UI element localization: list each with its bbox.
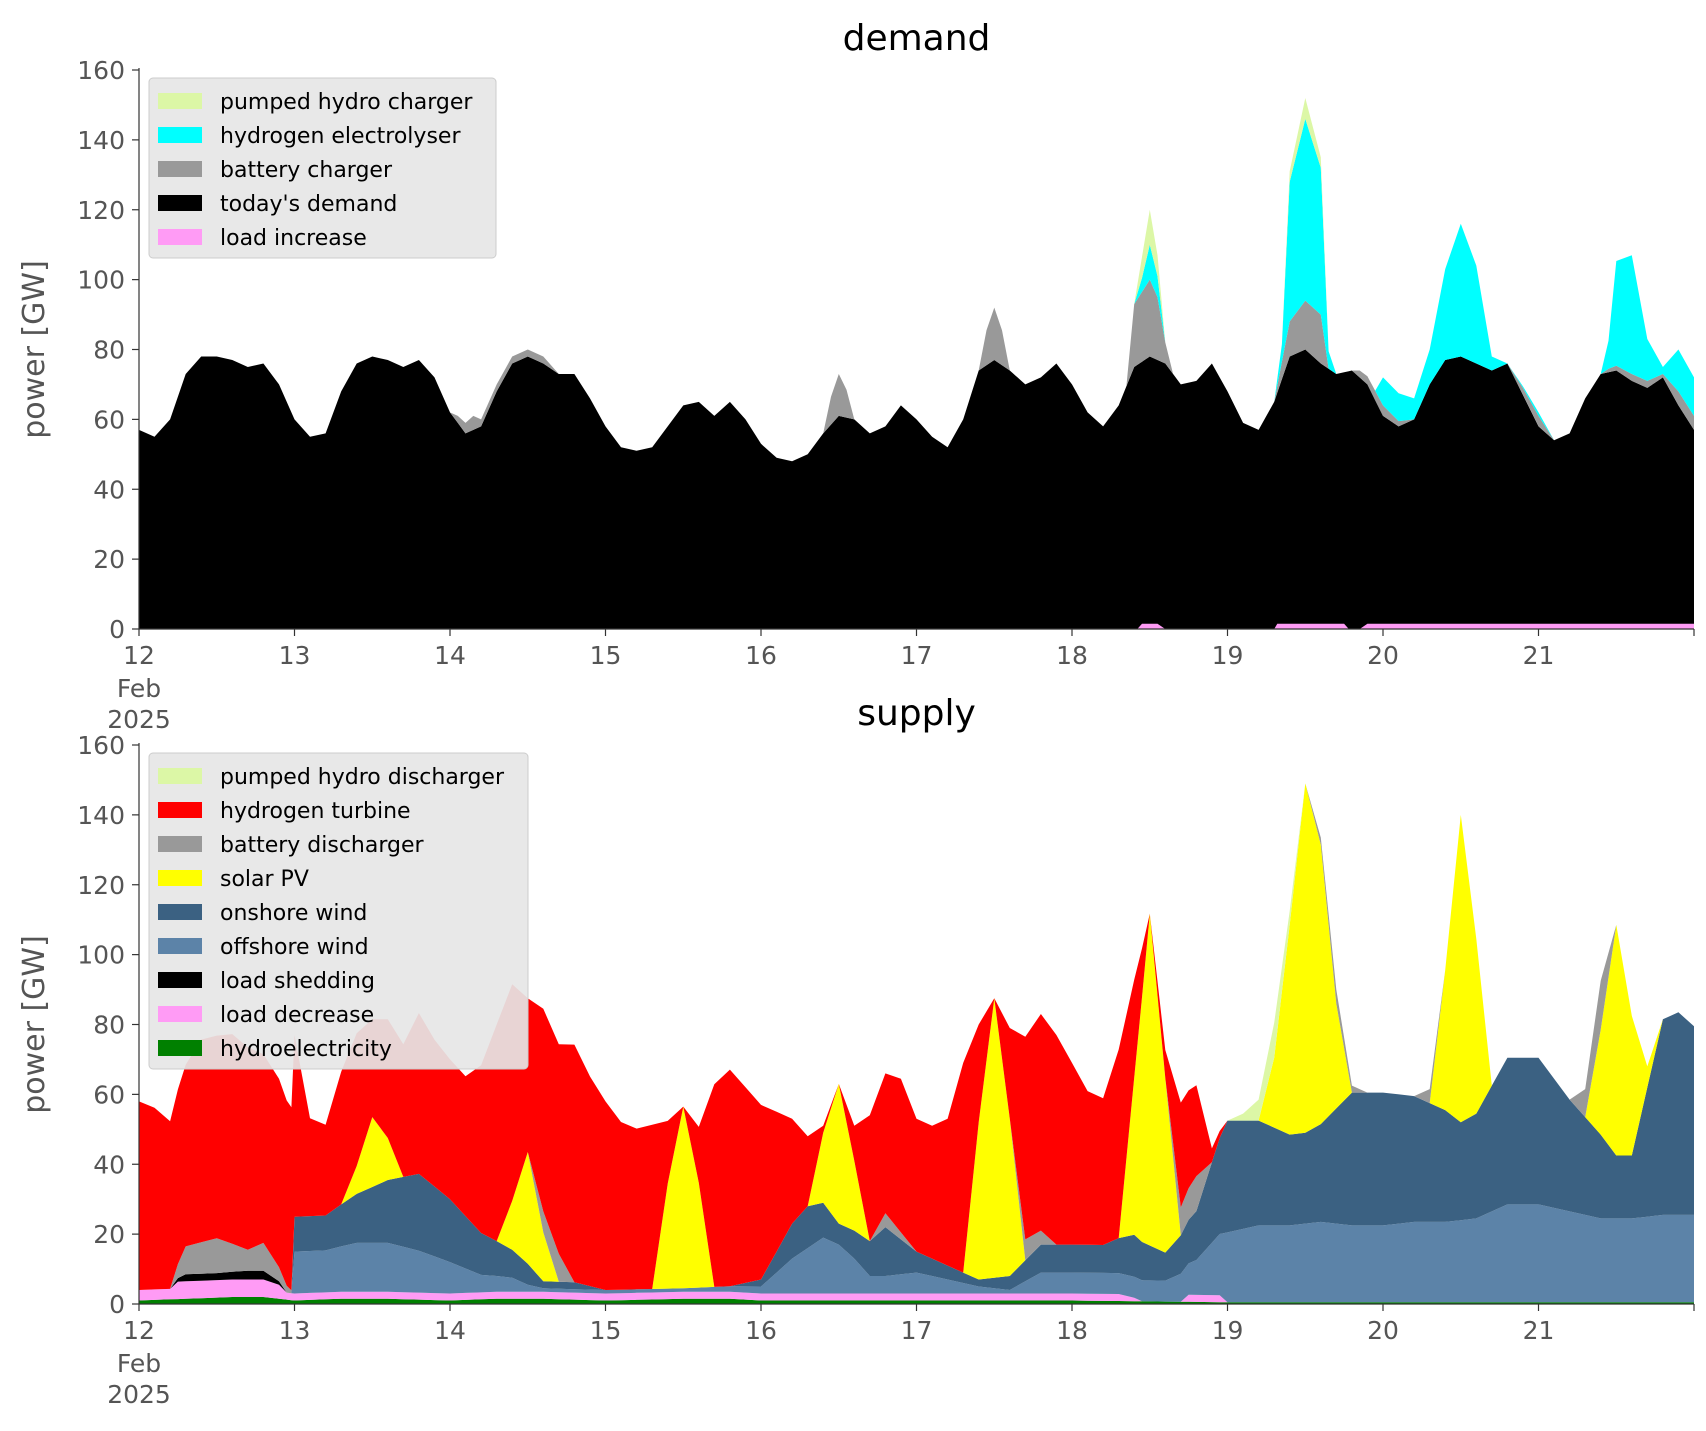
demand-x-tick-label: 18	[1056, 641, 1088, 670]
supply-area-load-decrease	[139, 1279, 1694, 1303]
demand-y-tick-label: 100	[77, 266, 125, 295]
demand-x-tick-label: 20	[1367, 641, 1399, 670]
demand-x-tick-label: 19	[1212, 641, 1244, 670]
demand-y-tick-label: 80	[93, 336, 125, 365]
legend-label-load-increase: load increase	[220, 226, 367, 251]
supply-y-tick-label: 40	[93, 1150, 125, 1179]
demand-chart: demand power [GW] 0 20 40 60 80 100 120 140 160 12 F…	[17, 18, 1695, 734]
supply-title: supply	[857, 693, 976, 734]
supply-x-tick-label: 20	[1367, 1316, 1399, 1345]
demand-area-hydrogen-electrolyser	[139, 118, 1694, 462]
demand-y-tick-label: 40	[93, 475, 125, 504]
legend-label-load-decrease: load decrease	[220, 1003, 374, 1028]
supply-x-tick-label: 15	[590, 1316, 622, 1345]
demand-y-axis-label: power [GW]	[17, 260, 52, 439]
legend-swatch-hydroelectricity	[158, 1040, 202, 1056]
demand-area-today-s-demand	[139, 349, 1694, 629]
supply-area-solar-pv	[139, 783, 1694, 1294]
supply-x-tick-label: 12	[123, 1316, 155, 1345]
supply-y-tick-label: 80	[93, 1011, 125, 1040]
supply-chart: supply power [GW] 0 20 40 60 80 100 120 140 160 12 F…	[17, 693, 1695, 1409]
supply-legend: pumped hydro discharger hydrogen turbine b…	[148, 752, 529, 1070]
legend-label-hydrogen-turbine: hydrogen turbine	[220, 799, 411, 824]
legend-label-offshore-wind: offshore wind	[220, 935, 369, 960]
supply-x-tick-label: 17	[901, 1316, 933, 1345]
supply-y-tick-label: 160	[77, 731, 125, 760]
legend-swatch-load-increase	[158, 229, 202, 245]
supply-y-tick-label: 60	[93, 1080, 125, 1109]
demand-legend: pumped hydro charger hydrogen electrolyse…	[148, 77, 497, 259]
demand-area-battery-charger	[139, 279, 1694, 462]
legend-label-solar-pv: solar PV	[220, 867, 309, 892]
legend-swatch-load-shedding	[158, 972, 202, 988]
legend-swatch-offshore-wind	[158, 938, 202, 954]
legend-swatch-today-s-demand	[158, 195, 202, 211]
supply-x-tick-label: 14	[434, 1316, 466, 1345]
supply-x-tick-label: 19	[1212, 1316, 1244, 1345]
legend-label-battery-discharger: battery discharger	[220, 833, 425, 858]
legend-swatch-battery-discharger	[158, 836, 202, 852]
demand-legend-frame	[148, 77, 497, 259]
demand-x-tick-sublabel-month: Feb	[117, 674, 161, 703]
legend-swatch-pumped-hydro-discharger	[158, 768, 202, 784]
supply-y-tick-label: 20	[93, 1220, 125, 1249]
supply-area-onshore-wind	[139, 1012, 1694, 1294]
legend-label-onshore-wind: onshore wind	[220, 901, 367, 926]
supply-legend-frame	[148, 752, 529, 1070]
legend-swatch-pumped-hydro-charger	[158, 93, 202, 109]
supply-y-tick-label: 120	[77, 871, 125, 900]
demand-x-tick-label: 17	[901, 641, 933, 670]
supply-y-tick-label: 140	[77, 801, 125, 830]
legend-swatch-battery-charger	[158, 161, 202, 177]
supply-x-tick-label: 16	[745, 1316, 777, 1345]
demand-y-tick-label: 120	[77, 196, 125, 225]
supply-y-tick-label: 0	[109, 1290, 125, 1319]
demand-y-tick-label: 160	[77, 56, 125, 85]
demand-title: demand	[843, 18, 991, 59]
supply-y-tick-label: 100	[77, 941, 125, 970]
legend-label-load-shedding: load shedding	[220, 969, 375, 994]
demand-x-tick-label: 12	[123, 641, 155, 670]
demand-x-tick-label: 14	[434, 641, 466, 670]
demand-y-tick-label: 140	[77, 126, 125, 155]
legend-label-today-s-demand: today's demand	[220, 192, 397, 217]
legend-swatch-load-decrease	[158, 1006, 202, 1022]
demand-x-tick-label: 21	[1523, 641, 1555, 670]
legend-label-pumped-hydro-charger: pumped hydro charger	[220, 90, 473, 115]
legend-label-pumped-hydro-discharger: pumped hydro discharger	[220, 765, 505, 790]
legend-label-hydroelectricity: hydroelectricity	[220, 1037, 392, 1062]
legend-swatch-solar-pv	[158, 870, 202, 886]
supply-x-tick-sublabel-month: Feb	[117, 1349, 161, 1378]
supply-x-tick-label: 18	[1056, 1316, 1088, 1345]
demand-x-tick-sublabel-year: 2025	[107, 705, 171, 734]
legend-swatch-onshore-wind	[158, 904, 202, 920]
demand-x-tick-label: 16	[745, 641, 777, 670]
supply-x-tick-label: 13	[279, 1316, 311, 1345]
supply-area-hydrogen-turbine	[139, 783, 1694, 1291]
demand-y-tick-label: 60	[93, 405, 125, 434]
demand-x-tick-label: 15	[590, 641, 622, 670]
supply-y-axis-label: power [GW]	[17, 935, 52, 1114]
supply-x-tick-sublabel-year: 2025	[107, 1380, 171, 1409]
supply-x-tick-label: 21	[1523, 1316, 1555, 1345]
legend-label-battery-charger: battery charger	[220, 158, 393, 183]
supply-area-offshore-wind	[139, 1204, 1694, 1303]
demand-y-tick-label: 20	[93, 545, 125, 574]
demand-x-tick-label: 13	[279, 641, 311, 670]
legend-swatch-hydrogen-turbine	[158, 802, 202, 818]
legend-swatch-hydrogen-electrolyser	[158, 127, 202, 143]
demand-y-tick-label: 0	[109, 615, 125, 644]
legend-label-hydrogen-electrolyser: hydrogen electrolyser	[220, 124, 461, 149]
demand-area-load-increase	[139, 623, 1694, 629]
